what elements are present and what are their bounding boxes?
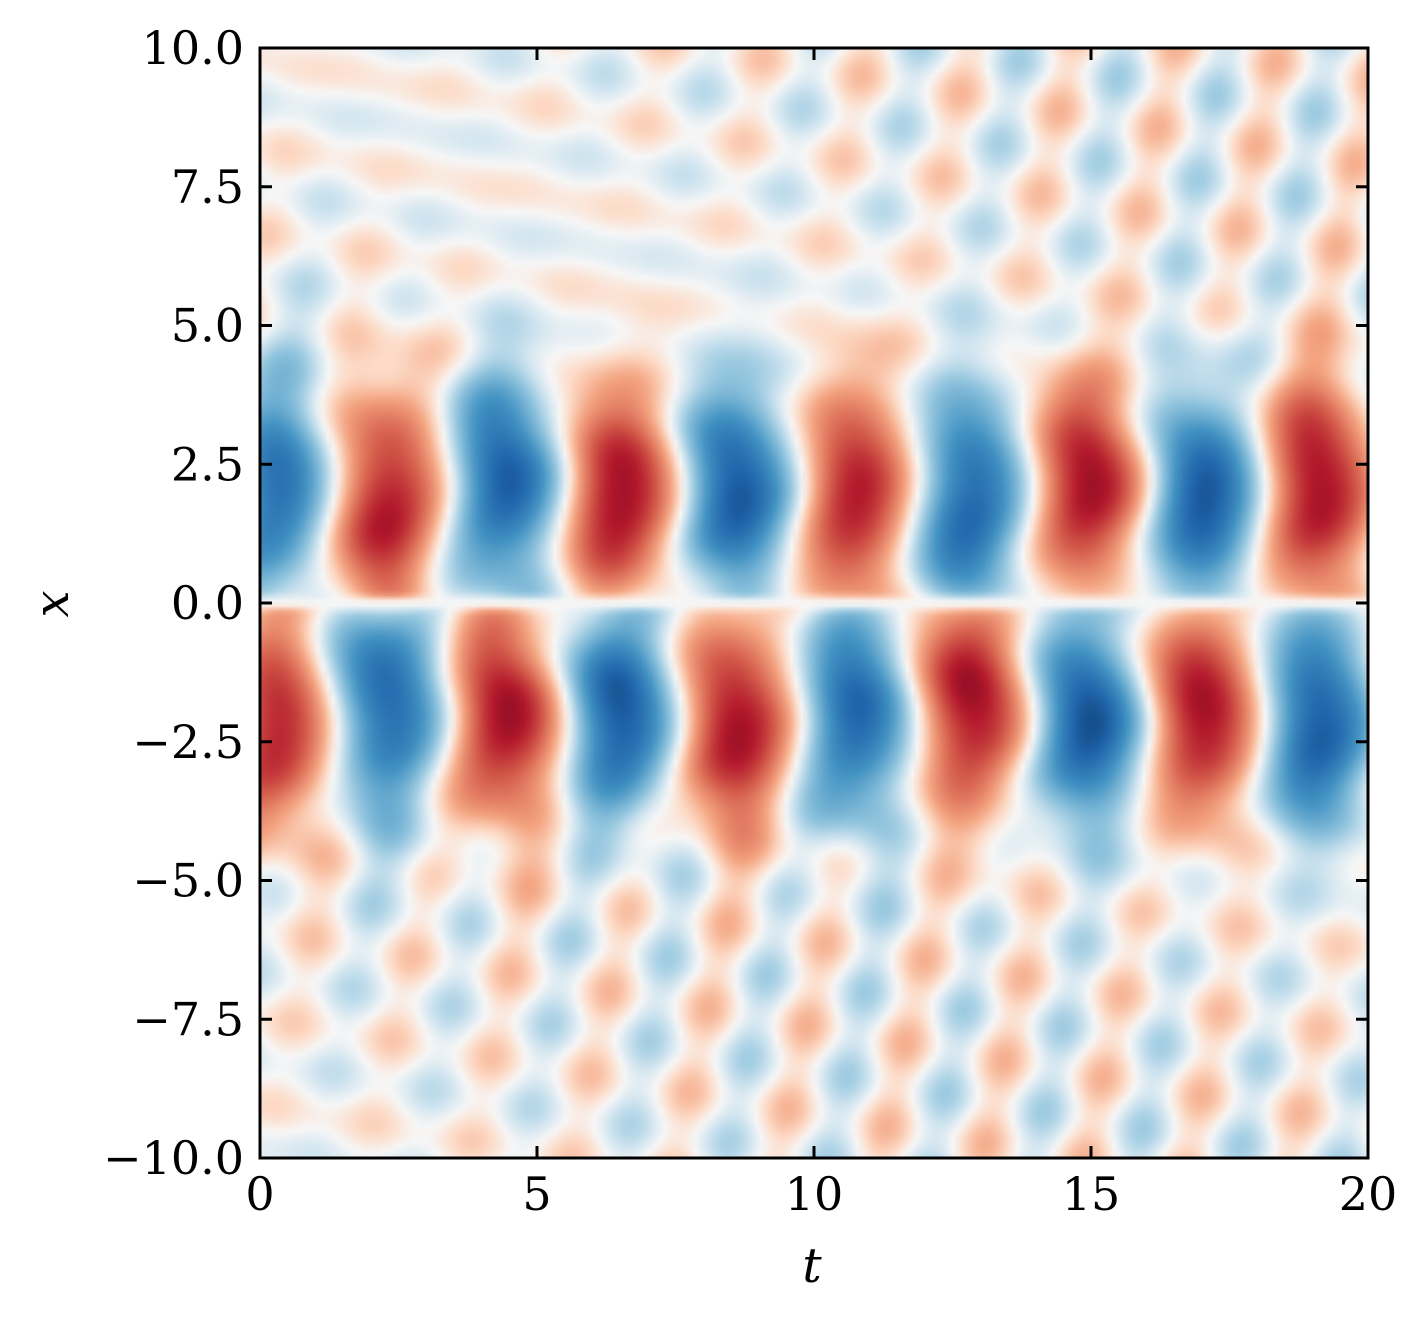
y-tick-label: −2.5: [132, 715, 244, 769]
y-tick-label: 2.5: [171, 437, 244, 491]
y-tick-label: 0.0: [171, 576, 244, 630]
y-tick-label: −10.0: [103, 1131, 244, 1185]
y-tick-labels: 10.0 7.5 5.0 2.5 0.0 −2.5 −5.0 −7.5 −10.0: [103, 21, 244, 1185]
y-axis-label: x: [24, 590, 80, 617]
x-tick-label: 15: [1062, 1167, 1121, 1221]
y-tick-label: −5.0: [132, 854, 244, 908]
heatmap-image: [260, 48, 1368, 1158]
x-tick-labels: 0 5 10 15 20: [245, 1167, 1397, 1221]
x-tick-label: 5: [522, 1167, 551, 1221]
y-tick-label: 5.0: [171, 299, 244, 353]
x-tick-label: 0: [245, 1167, 274, 1221]
y-tick-label: 10.0: [142, 21, 244, 75]
x-tick-label: 10: [785, 1167, 844, 1221]
x-tick-label: 20: [1339, 1167, 1398, 1221]
tick-marks: [258, 46, 1370, 1160]
y-tick-label: 7.5: [171, 160, 244, 214]
x-axis-label: t: [802, 1238, 822, 1294]
y-tick-label: −7.5: [132, 992, 244, 1046]
plot-area: [260, 48, 1368, 1158]
